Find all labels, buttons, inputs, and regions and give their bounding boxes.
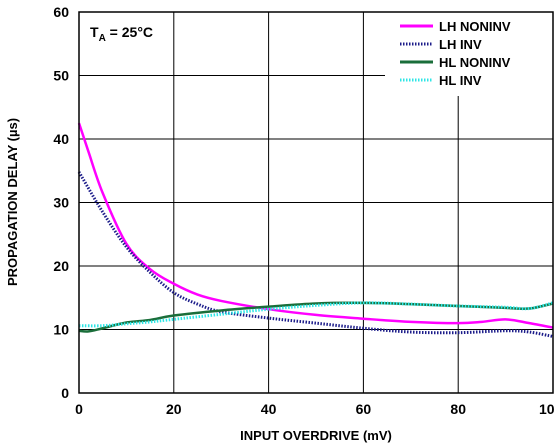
y-tick-label: 40 [53,131,69,147]
legend-item-hl-noninv: HL NONINV [400,55,511,70]
legend-label: HL NONINV [439,55,511,70]
series-line-hl-noninv [78,301,554,333]
legend-item-lh-noninv: LH NONINV [400,19,511,34]
x-tick-label: 40 [261,401,277,417]
legend-label: HL INV [439,73,482,88]
series-line-lh-inv [77,171,554,338]
x-tick-label: 10 [539,401,555,417]
series-layer [77,122,554,338]
annotation-main: T [90,24,99,40]
grid [79,12,553,393]
axes [78,11,554,394]
y-tick-label: 50 [53,68,69,84]
x-tick-label: 60 [356,401,372,417]
temperature-annotation: TA = 25°C [90,24,153,44]
svg-text:TA = 25°C: TA = 25°C [90,24,153,44]
legend-item-lh-inv: LH INV [400,37,482,52]
legend-label: LH INV [439,37,482,52]
series-line-hl-inv [78,301,554,328]
x-tick-label: 80 [450,401,466,417]
y-tick-label: 10 [53,322,69,338]
y-tick-label: 20 [53,258,69,274]
annotation-rest: = 25°C [106,24,153,40]
annotation-subscript: A [99,33,106,44]
y-tick-label: 30 [53,195,69,211]
y-tick-label: 60 [53,4,69,20]
x-tick-label: 20 [166,401,182,417]
plot-border [78,11,554,394]
y-tick-label: 0 [61,385,69,401]
legend-item-hl-inv: HL INV [400,73,482,88]
legend-label: LH NONINV [439,19,511,34]
x-axis-label: INPUT OVERDRIVE (mV) [240,428,392,443]
legend: LH NONINV LH INV HL NONINV HL INV [400,19,511,88]
x-tick-label: 0 [75,401,83,417]
y-axis-label: PROPAGATION DELAY (µs) [5,118,20,286]
series-line-lh-noninv [77,122,554,329]
